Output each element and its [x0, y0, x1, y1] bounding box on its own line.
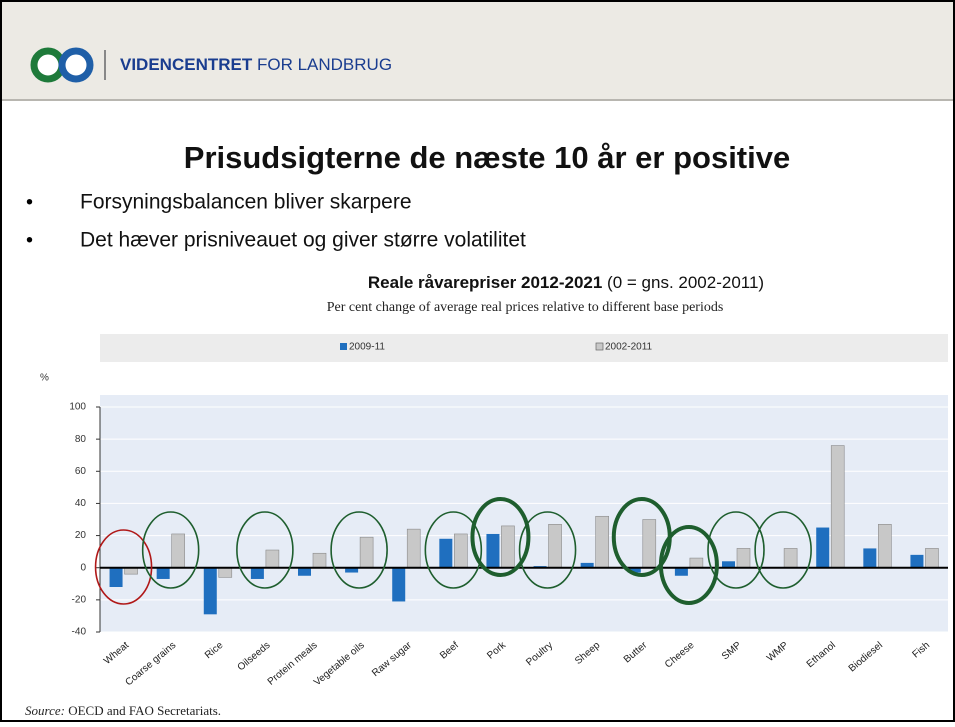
- legend-swatch: [595, 342, 604, 351]
- highlight-circle: [330, 511, 388, 589]
- highlight-circle: [424, 511, 483, 589]
- bar: [156, 567, 170, 579]
- bar: [439, 538, 453, 568]
- bar: [250, 567, 264, 579]
- y-tick-label: 80: [75, 434, 87, 445]
- bar: [203, 567, 217, 615]
- bar: [627, 567, 641, 573]
- slide-title: Prisudsigterne de næste 10 år er positiv…: [184, 140, 790, 175]
- bar: [345, 567, 359, 573]
- highlight-circle: [658, 525, 719, 605]
- y-tick-label: 100: [69, 402, 86, 413]
- logo-ring: [58, 47, 94, 83]
- y-tick-label: 0: [80, 562, 86, 573]
- y-axis-label: %: [40, 373, 49, 384]
- bar: [392, 567, 406, 602]
- bullet: Det hæver prisniveauet og giver større v…: [80, 229, 526, 252]
- org-name-bold: VIDENCENTRET: [120, 55, 253, 74]
- legend-swatch: [340, 343, 347, 350]
- bar: [454, 533, 468, 569]
- highlight-circle: [470, 497, 531, 577]
- logo-ring: [30, 47, 66, 83]
- bar: [925, 548, 939, 569]
- bullet: Forsyningsbalancen bliver skarpere: [80, 191, 412, 214]
- bar: [548, 524, 562, 569]
- highlight-circle: [236, 511, 294, 589]
- bar: [674, 567, 688, 576]
- legend-label: 2002-2011: [605, 342, 653, 353]
- y-tick-label: -40: [72, 627, 87, 638]
- highlight-circle: [94, 529, 153, 605]
- bar: [580, 562, 594, 568]
- y-tick-label: -20: [72, 594, 87, 605]
- highlight-circle: [518, 511, 577, 589]
- legend-label: 2009-11: [349, 342, 385, 353]
- bar: [736, 548, 751, 569]
- y-tick-label: 20: [75, 530, 87, 541]
- bar: [863, 548, 877, 568]
- bar: [218, 567, 233, 578]
- bar: [910, 554, 924, 568]
- org-name: VIDENCENTRET FOR LANDBRUG: [120, 55, 392, 74]
- bar: [486, 533, 500, 568]
- chart-title-note: (0 = gns. 2002-2011): [607, 273, 764, 292]
- bar: [878, 524, 892, 569]
- bar: [109, 567, 123, 587]
- bar: [830, 445, 845, 569]
- bullet-dot: •: [26, 229, 33, 251]
- bullet-dot: •: [26, 191, 33, 213]
- bar: [595, 515, 609, 569]
- bar: [298, 567, 311, 576]
- org-name-rest: FOR LANDBRUG: [257, 55, 392, 74]
- highlight-circle: [141, 511, 200, 589]
- chart-title-main: Reale råvarepriser 2012-2021: [368, 273, 602, 292]
- bar: [689, 557, 704, 569]
- bar: [359, 536, 374, 569]
- source-label: Source:: [25, 703, 65, 718]
- chart-subtitle: Per cent change of average real prices r…: [327, 300, 724, 315]
- bar: [783, 548, 798, 569]
- bar: [171, 533, 185, 569]
- bar: [501, 525, 515, 569]
- legend-band: [100, 334, 948, 362]
- source: Source: OECD and FAO Secretariats.: [25, 703, 221, 718]
- bar: [265, 549, 280, 569]
- y-tick-label: 60: [75, 466, 87, 477]
- bar: [722, 561, 735, 568]
- highlight-circle: [754, 511, 812, 589]
- highlight-circle: [707, 511, 765, 589]
- y-tick-label: 40: [75, 498, 87, 509]
- header-bar: [0, 0, 955, 100]
- bar: [312, 552, 327, 569]
- bar: [642, 519, 657, 569]
- source-text: OECD and FAO Secretariats.: [68, 703, 221, 718]
- chart-title: Reale råvarepriser 2012-2021 (0 = gns. 2…: [368, 273, 764, 292]
- bar: [816, 527, 830, 568]
- bar: [406, 528, 421, 569]
